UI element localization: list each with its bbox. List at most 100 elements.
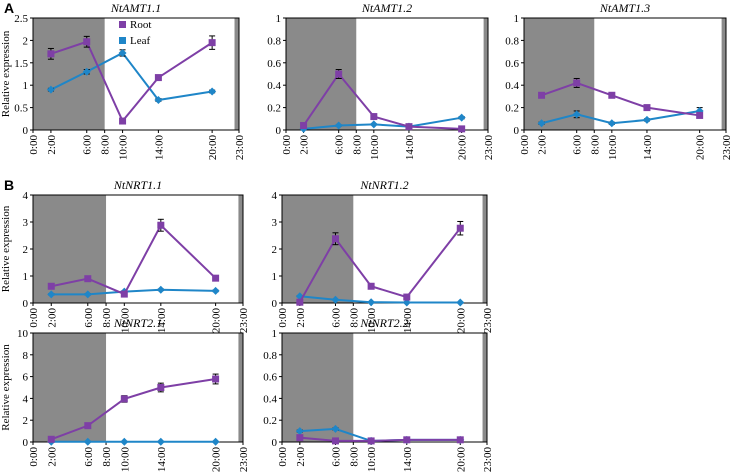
data-point-leaf xyxy=(331,295,340,304)
dark-period-band xyxy=(482,195,487,303)
y-tick-label: 0.2 xyxy=(505,103,519,115)
data-point-root xyxy=(403,436,411,444)
data-point-root xyxy=(403,293,411,301)
legend-root-label: Root xyxy=(130,19,151,31)
y-tick-label: 4 xyxy=(23,393,29,405)
y-tick-label: 0 xyxy=(276,125,282,137)
legend-leaf-marker xyxy=(119,37,126,44)
data-point-leaf xyxy=(47,290,56,299)
plot-frame xyxy=(285,17,489,131)
x-tick-label: 20:00 xyxy=(455,308,467,334)
y-tick-label: 1 xyxy=(272,271,278,283)
dark-period-band xyxy=(721,18,726,130)
x-tick-label: 14:00 xyxy=(156,308,168,334)
y-tick-label: 0.6 xyxy=(267,58,281,70)
chart-title: NtNRT1.1 xyxy=(113,178,162,192)
x-tick-label: 10:00 xyxy=(119,308,131,334)
data-point-leaf xyxy=(83,437,92,446)
x-tick-label: 10:00 xyxy=(607,135,619,161)
x-tick-label: 23:00 xyxy=(482,308,494,334)
data-point-root xyxy=(456,224,464,232)
x-tick-label: 0:00 xyxy=(28,447,40,467)
x-tick-label: 14:00 xyxy=(402,308,414,334)
data-point-leaf xyxy=(154,95,163,104)
x-tick-label: 8:00 xyxy=(589,135,601,155)
x-tick-label: 23:00 xyxy=(482,447,494,473)
y-tick-label: 2.5 xyxy=(14,13,28,25)
data-point-leaf xyxy=(331,424,340,433)
chart-ntnrt2-2: 00.20.40.60.810:00 2:00 6:00 8:00 10:00 14:00… xyxy=(263,316,494,472)
x-tick-label: 14:00 xyxy=(156,447,168,473)
data-point-root xyxy=(83,38,91,46)
data-point-root xyxy=(331,235,339,243)
chart-title: NtNRT2.1 xyxy=(113,316,162,330)
x-tick-label: 10:00 xyxy=(119,447,131,473)
legend: Root Leaf xyxy=(119,19,151,47)
panel-label-a: A xyxy=(4,0,14,16)
y-tick-label: 1 xyxy=(23,80,29,92)
x-tick-label: 0:00 xyxy=(277,308,289,328)
data-point-root xyxy=(296,434,304,442)
y-axis-label: Relative expression xyxy=(0,344,12,431)
data-point-leaf xyxy=(456,298,465,307)
y-tick-label: 0.2 xyxy=(263,415,277,427)
data-point-root xyxy=(157,384,165,391)
x-tick-label: 2:00 xyxy=(46,308,58,328)
data-point-root xyxy=(458,125,466,133)
data-point-root xyxy=(456,436,464,444)
x-tick-label: 0:00 xyxy=(519,135,531,155)
chart-ntnrt1-2: 0 1 2 3 4 0:00 2:00 6:00 8:00 10:00 14:00 20:00 23:0… xyxy=(272,178,495,333)
data-point-root xyxy=(296,298,304,306)
x-tick-label: 2:00 xyxy=(537,135,549,155)
x-tick-label: 20:00 xyxy=(457,135,469,161)
dark-period-band xyxy=(483,18,488,130)
y-tick-label: 1 xyxy=(514,13,520,25)
data-point-root xyxy=(119,117,127,125)
x-tick-label: 20:00 xyxy=(211,308,223,334)
x-tick-label: 6:00 xyxy=(83,308,95,328)
data-point-root xyxy=(335,70,343,78)
x-tick-label: 6:00 xyxy=(572,135,584,155)
data-point-leaf xyxy=(211,286,220,295)
data-point-root xyxy=(84,422,92,430)
data-point-root xyxy=(120,290,128,298)
data-point-root xyxy=(608,91,616,99)
x-tick-label: 6:00 xyxy=(82,135,94,155)
data-point-leaf xyxy=(642,115,651,124)
x-tick-label: 10:00 xyxy=(366,308,378,334)
dark-period-band xyxy=(524,18,595,130)
x-tick-label: 8:00 xyxy=(100,135,112,155)
chart-title: NtNRT2.2 xyxy=(359,316,408,330)
x-tick-label: 14:00 xyxy=(153,135,165,161)
panel-label-b: B xyxy=(4,177,14,193)
legend-leaf-label: Leaf xyxy=(130,35,150,47)
data-point-root xyxy=(47,282,55,290)
data-point-leaf xyxy=(367,298,376,307)
x-tick-label: 8:00 xyxy=(351,135,363,155)
data-point-leaf xyxy=(211,437,220,446)
chart-title: NtAMT1.3 xyxy=(599,1,650,15)
data-point-leaf xyxy=(118,48,127,57)
y-tick-label: 2 xyxy=(23,35,29,47)
x-tick-label: 6:00 xyxy=(334,135,346,155)
data-point-root xyxy=(405,123,413,131)
x-tick-label: 0:00 xyxy=(28,308,40,328)
x-tick-label: 20:00 xyxy=(455,447,467,473)
y-tick-label: 4 xyxy=(272,190,278,202)
dark-period-band xyxy=(238,333,243,442)
x-tick-label: 8:00 xyxy=(348,308,360,328)
x-tick-label: 20:00 xyxy=(207,135,219,161)
y-tick-label: 0.8 xyxy=(267,35,281,47)
data-point-leaf xyxy=(334,121,343,130)
y-axis-label: Relative expression xyxy=(0,205,12,292)
data-point-root xyxy=(47,50,55,58)
x-tick-label: 20:00 xyxy=(695,135,707,161)
y-axis-label: Relative expression xyxy=(0,30,12,117)
y-tick-label: 3 xyxy=(272,217,278,229)
data-point-leaf xyxy=(82,67,91,76)
data-point-leaf xyxy=(83,290,92,299)
y-tick-label: 0.4 xyxy=(267,80,281,92)
data-point-leaf xyxy=(457,113,466,122)
x-tick-label: 10:00 xyxy=(366,447,378,473)
dark-period-band xyxy=(282,195,354,303)
